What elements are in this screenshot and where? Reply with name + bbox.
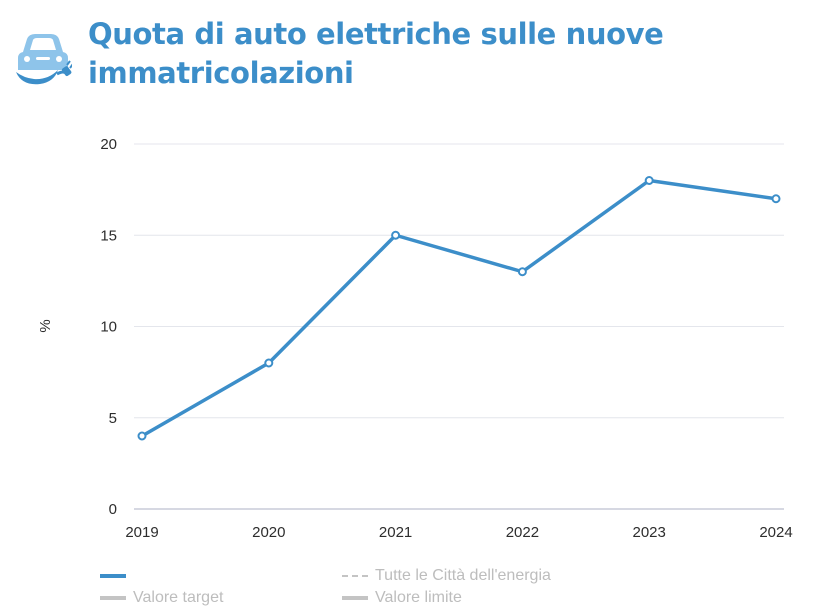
electric-car-icon — [16, 34, 72, 85]
x-tick-label: 2022 — [506, 524, 539, 541]
chart-title: Quota di auto elettriche sulle nuove imm… — [88, 15, 788, 93]
series-line — [140, 178, 778, 438]
legend-swatch — [100, 574, 126, 578]
x-tick-label: 2024 — [759, 524, 792, 541]
data-point[interactable] — [137, 431, 147, 441]
series — [137, 176, 781, 441]
data-point[interactable] — [644, 176, 654, 185]
y-axis-ticks: 0 5 10 15 20 — [100, 136, 117, 518]
legend-item[interactable]: Tutte le Città dell'energia — [342, 566, 551, 586]
data-point[interactable] — [264, 358, 274, 368]
legend-swatch — [342, 596, 368, 600]
legend-label: Tutte le Città dell'energia — [375, 567, 551, 584]
chart-header: Quota di auto elettriche sulle nuove imm… — [14, 12, 814, 102]
data-point[interactable] — [771, 194, 781, 204]
chart-title-line-2: immatricolazioni — [88, 56, 354, 90]
legend-item[interactable]: Valore target — [100, 588, 223, 608]
legend-item[interactable]: Valore limite — [342, 588, 462, 608]
y-tick-label: 10 — [100, 319, 117, 336]
series-line-group — [137, 176, 781, 441]
x-tick-label: 2023 — [633, 524, 666, 541]
grid — [134, 143, 784, 510]
y-tick-label: 15 — [100, 227, 117, 244]
x-tick-label: 2020 — [252, 524, 285, 541]
x-axis-ticks: 2019 2020 2021 2022 2023 2024 — [125, 524, 792, 541]
chart-title-line-1: Quota di auto elettriche sulle nuove — [88, 17, 664, 51]
data-point[interactable] — [517, 267, 527, 277]
legend-swatch — [100, 596, 126, 600]
y-tick-label: 0 — [109, 501, 117, 518]
x-tick-label: 2019 — [125, 524, 158, 541]
legend: Tutte le Città dell'energia Valore target… — [100, 566, 800, 612]
y-axis-title: % — [37, 319, 54, 332]
legend-swatch — [342, 575, 368, 577]
data-point[interactable] — [391, 230, 401, 240]
legend-label: Valore target — [133, 589, 224, 606]
legend-label: Valore limite — [375, 589, 462, 606]
y-tick-label: 5 — [109, 410, 117, 427]
y-tick-label: 20 — [100, 136, 117, 153]
legend-item[interactable] — [100, 566, 133, 586]
x-tick-label: 2021 — [379, 524, 412, 541]
